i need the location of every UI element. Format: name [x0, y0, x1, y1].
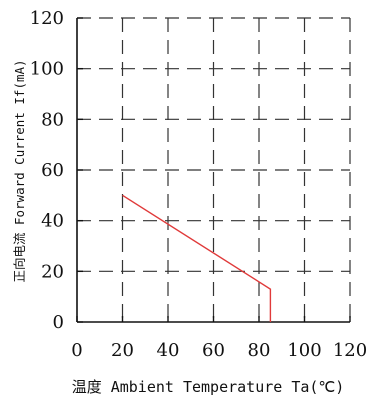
x-axis-label: 温度 Ambient Temperature Ta(℃)	[72, 378, 345, 396]
y-axis-label: 正向电流 Forward Current If(mA)	[12, 59, 27, 282]
y-tick-label-20: 20	[41, 261, 64, 282]
chart-axes	[76, 17, 351, 323]
y-tick-labels: 0 20 40 60 80 100 120	[30, 8, 64, 333]
x-tick-labels: 0 20 40 60 80 100 120	[71, 340, 367, 361]
y-tick-label-120: 120	[30, 8, 64, 29]
x-tick-label-0: 0	[71, 340, 82, 361]
series-line-0	[122, 194, 272, 322]
chart-grid	[77, 17, 351, 322]
chart-series	[122, 194, 272, 322]
x-tick-label-40: 40	[157, 340, 180, 361]
y-tick-label-80: 80	[41, 109, 64, 130]
x-tick-label-100: 100	[287, 340, 321, 361]
x-tick-label-120: 120	[333, 340, 367, 361]
x-tick-label-80: 80	[248, 340, 271, 361]
y-tick-label-100: 100	[30, 59, 64, 80]
x-tick-label-20: 20	[111, 340, 134, 361]
x-tick-label-60: 60	[202, 340, 225, 361]
y-tick-label-0: 0	[53, 312, 64, 333]
y-tick-label-60: 60	[41, 160, 64, 181]
y-tick-label-40: 40	[41, 211, 64, 232]
